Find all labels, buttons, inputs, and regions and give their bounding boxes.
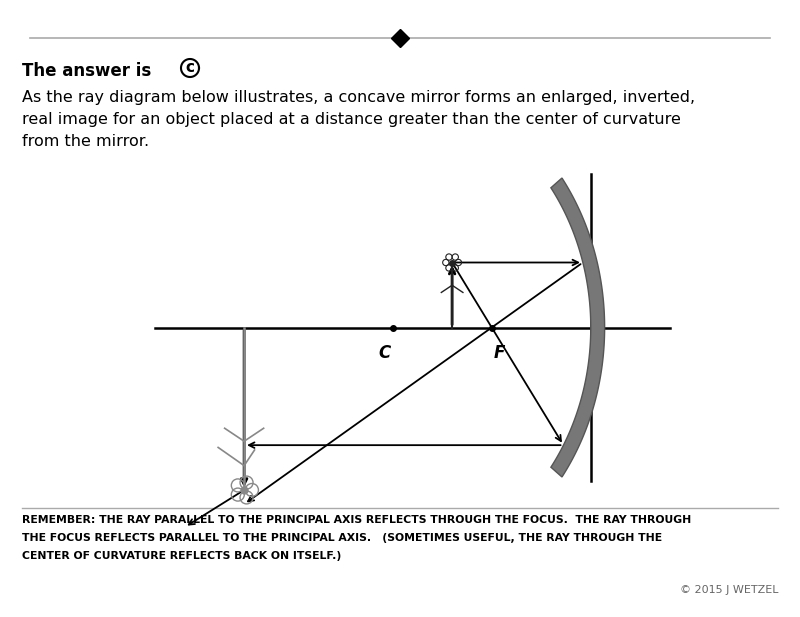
Polygon shape	[551, 178, 605, 477]
Text: REMEMBER: THE RAY PARALLEL TO THE PRINCIPAL AXIS REFLECTS THROUGH THE FOCUS.  TH: REMEMBER: THE RAY PARALLEL TO THE PRINCI…	[22, 515, 691, 525]
Text: c: c	[186, 60, 194, 75]
Text: THE FOCUS REFLECTS PARALLEL TO THE PRINCIPAL AXIS.   (SOMETIMES USEFUL, THE RAY : THE FOCUS REFLECTS PARALLEL TO THE PRINC…	[22, 533, 662, 543]
Text: As the ray diagram below illustrates, a concave mirror forms an enlarged, invert: As the ray diagram below illustrates, a …	[22, 90, 695, 105]
Text: The answer is: The answer is	[22, 62, 157, 80]
Text: from the mirror.: from the mirror.	[22, 134, 149, 149]
Text: F: F	[494, 344, 506, 362]
Text: C: C	[378, 344, 391, 362]
Text: © 2015 J WETZEL: © 2015 J WETZEL	[679, 585, 778, 595]
Text: CENTER OF CURVATURE REFLECTS BACK ON ITSELF.): CENTER OF CURVATURE REFLECTS BACK ON ITS…	[22, 551, 342, 561]
Text: real image for an object placed at a distance greater than the center of curvatu: real image for an object placed at a dis…	[22, 112, 681, 127]
